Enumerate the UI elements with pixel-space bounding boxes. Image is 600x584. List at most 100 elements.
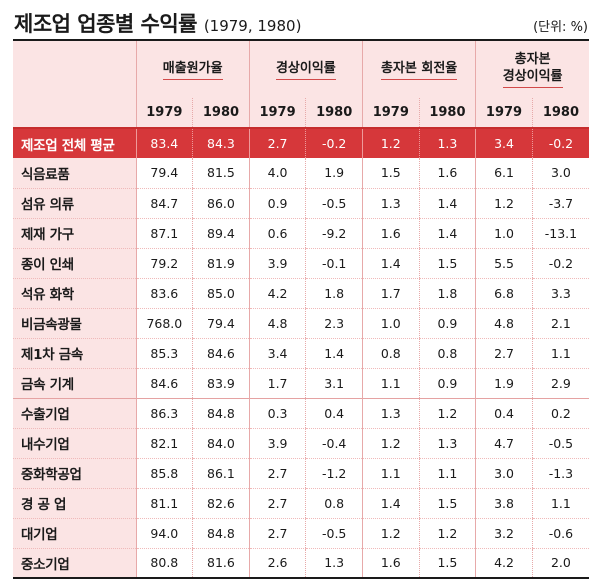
value-cell: 2.7	[248, 128, 306, 158]
value-cell: 3.4	[248, 338, 306, 369]
value-cell: 1.7	[361, 278, 420, 309]
value-cell: -0.5	[305, 518, 363, 549]
table-row: 중화학공업 85.8 86.1 2.7 -1.2 1.1 1.1 3.0 -1.3	[13, 458, 589, 489]
value-cell: 86.0	[192, 188, 250, 219]
value-cell: -0.5	[305, 188, 363, 219]
table-row: 제1차 금속 85.3 84.6 3.4 1.4 0.8 0.8 2.7 1.1	[13, 338, 589, 369]
value-cell: 1.2	[361, 518, 420, 549]
value-cell: 86.3	[135, 397, 193, 429]
row-label: 내수기업	[13, 428, 137, 459]
header-group-return-on-assets: 총자본 경상이익률	[475, 39, 589, 98]
value-cell: 1.0	[361, 308, 420, 339]
value-cell: 84.3	[192, 128, 250, 158]
table-row: 석유 화학 83.6 85.0 4.2 1.8 1.7 1.8 6.8 3.3	[13, 278, 589, 309]
header-group-asset-turnover: 총자본 회전율	[361, 39, 476, 98]
value-cell: 4.8	[475, 308, 533, 339]
title-main: 제조업 업종별 수익률	[14, 12, 198, 36]
header-year: 1980	[418, 98, 476, 129]
value-cell: 1.0	[475, 218, 533, 249]
value-cell: 1.4	[305, 338, 363, 369]
value-cell: 2.7	[475, 338, 533, 369]
value-cell: 87.1	[135, 218, 193, 249]
value-cell: 1.1	[531, 488, 589, 519]
value-cell: 1.1	[531, 338, 589, 369]
header-year: 1979	[248, 98, 306, 129]
header-group-cost-ratio: 매출원가율	[135, 39, 250, 98]
header-group-row: 매출원가율 경상이익률 총자본 회전율 총자본 경상이익률	[13, 39, 589, 98]
value-cell: 3.0	[531, 158, 589, 189]
row-label: 대기업	[13, 518, 137, 549]
value-cell: 79.4	[135, 158, 193, 189]
page-title: 제조업 업종별 수익률 (1979, 1980)	[14, 8, 301, 38]
value-cell: 2.1	[531, 308, 589, 339]
row-label: 석유 화학	[13, 278, 137, 309]
value-cell: 1.1	[361, 458, 420, 489]
value-cell: 1.5	[418, 248, 476, 279]
value-cell: 1.8	[418, 278, 476, 309]
value-cell: 6.1	[475, 158, 533, 189]
header-year: 1979	[135, 98, 193, 129]
table-row: 섬유 의류 84.7 86.0 0.9 -0.5 1.3 1.4 1.2 -3.7	[13, 188, 589, 219]
table-row: 수출기업 86.3 84.8 0.3 0.4 1.3 1.2 0.4 0.2	[13, 397, 589, 429]
row-label: 제재 가구	[13, 218, 137, 249]
header-year: 1979	[475, 98, 533, 129]
value-cell: 0.2	[531, 397, 589, 429]
value-cell: 4.2	[475, 548, 533, 579]
row-label: 비금속광물	[13, 308, 137, 339]
header-year-corner	[13, 98, 137, 129]
value-cell: 0.9	[418, 308, 476, 339]
value-cell: 79.4	[192, 308, 250, 339]
header-year: 1980	[192, 98, 250, 129]
value-cell: 84.7	[135, 188, 193, 219]
value-cell: 1.3	[361, 397, 420, 429]
value-cell: 1.3	[418, 128, 476, 158]
value-cell: 1.7	[248, 368, 306, 399]
value-cell: 1.6	[418, 158, 476, 189]
value-cell: 768.0	[135, 308, 193, 339]
value-cell: 2.6	[248, 548, 306, 579]
value-cell: 1.2	[475, 188, 533, 219]
value-cell: 84.0	[192, 428, 250, 459]
value-cell: 3.0	[475, 458, 533, 489]
value-cell: 1.4	[361, 248, 420, 279]
value-cell: 79.2	[135, 248, 193, 279]
row-label: 종이 인쇄	[13, 248, 137, 279]
value-cell: 1.6	[361, 218, 420, 249]
value-cell: 82.1	[135, 428, 193, 459]
table-row-average: 제조업 전체 평균 83.4 84.3 2.7 -0.2 1.2 1.3 3.4 -0.2	[13, 128, 589, 158]
value-cell: -0.2	[531, 128, 589, 158]
value-cell: 83.6	[135, 278, 193, 309]
table-row: 식음료품 79.4 81.5 4.0 1.9 1.5 1.6 6.1 3.0	[13, 158, 589, 189]
value-cell: 84.6	[135, 368, 193, 399]
value-cell: -0.6	[531, 518, 589, 549]
row-label: 중화학공업	[13, 458, 137, 489]
value-cell: 1.9	[305, 158, 363, 189]
row-label: 금속 기계	[13, 368, 137, 399]
value-cell: 86.1	[192, 458, 250, 489]
value-cell: 0.4	[475, 397, 533, 429]
header-year: 1980	[305, 98, 363, 129]
value-cell: 0.8	[305, 488, 363, 519]
value-cell: 94.0	[135, 518, 193, 549]
value-cell: 0.8	[361, 338, 420, 369]
value-cell: 80.8	[135, 548, 193, 579]
value-cell: 89.4	[192, 218, 250, 249]
value-cell: 5.5	[475, 248, 533, 279]
value-cell: 1.1	[361, 368, 420, 399]
value-cell: 3.4	[475, 128, 533, 158]
value-cell: 6.8	[475, 278, 533, 309]
table-row: 금속 기계 84.6 83.9 1.7 3.1 1.1 0.9 1.9 2.9	[13, 368, 589, 399]
value-cell: 2.7	[248, 518, 306, 549]
row-label: 제1차 금속	[13, 338, 137, 369]
title-row: 제조업 업종별 수익률 (1979, 1980) (단위: %)	[14, 8, 588, 38]
value-cell: 2.0	[531, 548, 589, 579]
value-cell: 85.3	[135, 338, 193, 369]
value-cell: 3.3	[531, 278, 589, 309]
value-cell: -1.3	[531, 458, 589, 489]
value-cell: -0.2	[531, 248, 589, 279]
value-cell: 0.3	[248, 397, 306, 429]
value-cell: 83.4	[135, 128, 193, 158]
value-cell: 1.1	[418, 458, 476, 489]
value-cell: -9.2	[305, 218, 363, 249]
value-cell: 3.2	[475, 518, 533, 549]
